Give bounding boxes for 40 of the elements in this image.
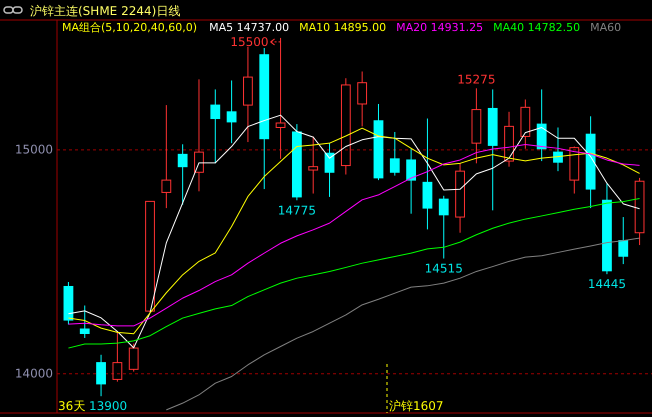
annotation: 14445 [588,277,626,292]
text: MA20 14931.25 [396,21,484,34]
candlestick [471,88,482,164]
annotation: 14515 [424,261,463,276]
candlestick [422,118,432,230]
candlestick [226,80,237,144]
annotation: 15500 [230,34,269,49]
text: MA60 [590,21,622,34]
annotation: 14775 [278,203,316,218]
text: MA10 14895.00 [299,21,386,34]
candlestick [161,104,172,209]
line-series [166,238,640,410]
annotation: 36天 [58,399,86,413]
candlestick [520,98,530,150]
candlestick [324,142,334,198]
annotation: 沪锌1607 [389,399,444,413]
chart-title: 沪锌主连(SHME 2244)日线 [30,4,180,18]
candlestick [357,71,368,127]
candlestick [243,46,253,143]
annotation: 15275 [457,72,496,86]
candlestick [488,88,498,211]
candlestick [340,78,351,176]
text: MA5 14737.00 [209,21,290,34]
y-tick-label: 14000 [14,366,53,381]
legend-title: MA组合(5,10,20,40,60,0) [62,21,198,34]
line-series [68,198,640,349]
candlestick [406,148,416,214]
y-tick-label: 15000 [14,142,53,157]
candlestick [210,88,220,164]
candlestick [553,126,563,172]
candlestick [308,136,318,194]
candlestick [618,216,628,265]
candlestick [96,354,106,397]
candlestick [194,78,204,192]
candlestick [536,88,547,162]
candlestick [504,111,514,168]
candlestick [586,116,596,209]
annotation: 13900 [89,399,128,413]
candlestick [178,144,188,206]
text: MA40 14782.50 [493,21,580,34]
